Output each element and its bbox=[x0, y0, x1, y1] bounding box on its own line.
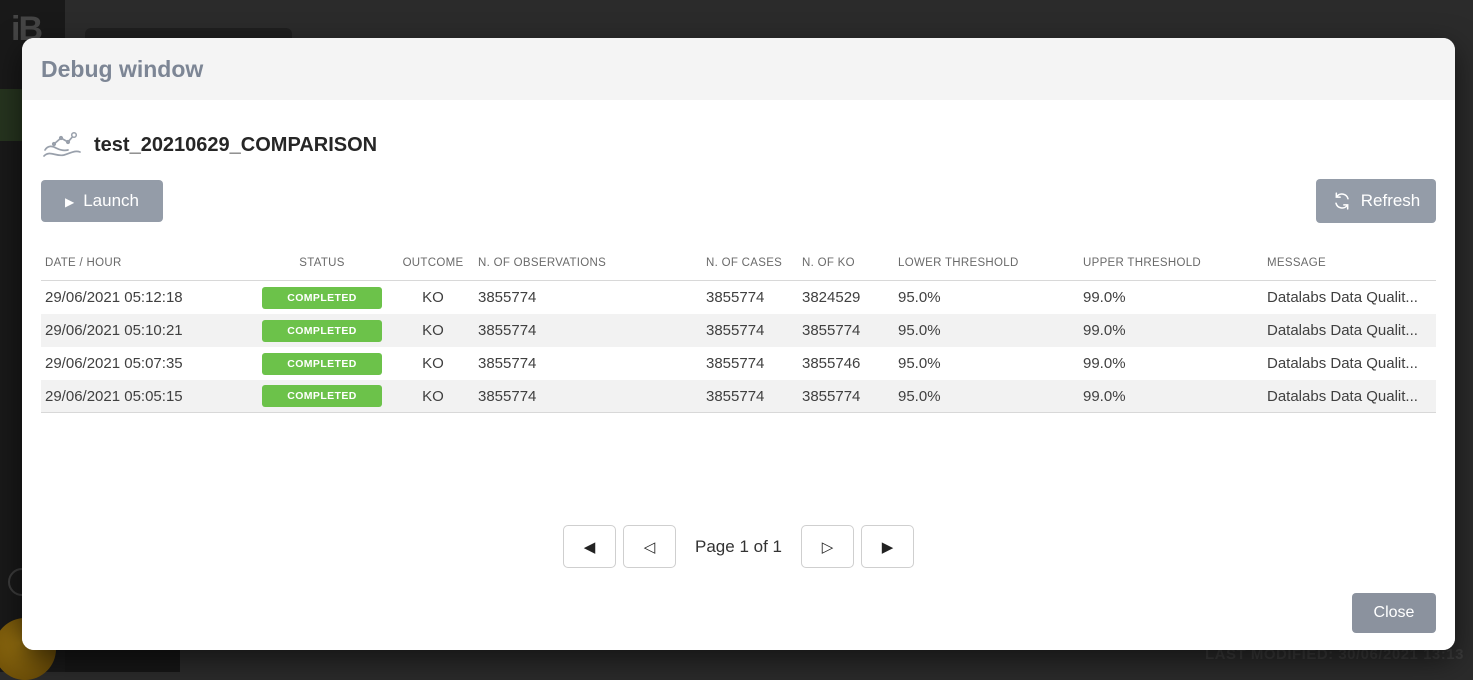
cell-status: COMPLETED bbox=[256, 385, 396, 407]
refresh-icon bbox=[1332, 191, 1352, 211]
launch-button[interactable]: ▶ Launch bbox=[41, 180, 163, 222]
modal-footer: Close bbox=[1352, 593, 1436, 633]
cell-status: COMPLETED bbox=[256, 287, 396, 309]
cell-outcome: KO bbox=[396, 355, 478, 372]
cell-ko: 3855774 bbox=[802, 322, 898, 339]
cell-lower: 95.0% bbox=[898, 322, 1083, 339]
previous-page-icon: ◁ bbox=[644, 538, 656, 556]
status-badge: COMPLETED bbox=[262, 385, 382, 407]
last-page-button[interactable]: ▶ bbox=[861, 525, 914, 568]
col-header-lower: LOWER THRESHOLD bbox=[898, 253, 1083, 269]
modal-body: test_20210629_COMPARISON ▶ Launch Refres… bbox=[22, 100, 1455, 650]
cell-observations: 3855774 bbox=[478, 388, 706, 405]
cell-observations: 3855774 bbox=[478, 355, 706, 372]
previous-page-button[interactable]: ◁ bbox=[623, 525, 676, 568]
cell-outcome: KO bbox=[396, 322, 478, 339]
toolbar: ▶ Launch Refresh bbox=[41, 179, 1436, 223]
col-header-outcome: OUTCOME bbox=[396, 253, 478, 269]
cell-upper: 99.0% bbox=[1083, 322, 1267, 339]
cell-cases: 3855774 bbox=[706, 322, 802, 339]
col-header-message: MESSAGE bbox=[1267, 253, 1436, 269]
cell-cases: 3855774 bbox=[706, 289, 802, 306]
cell-observations: 3855774 bbox=[478, 289, 706, 306]
background-footer-segment bbox=[65, 650, 180, 672]
cell-message: Datalabs Data Qualit... bbox=[1267, 322, 1436, 339]
status-badge: COMPLETED bbox=[262, 320, 382, 342]
status-badge: COMPLETED bbox=[262, 353, 382, 375]
cell-message: Datalabs Data Qualit... bbox=[1267, 289, 1436, 306]
modal-title: Debug window bbox=[41, 56, 203, 83]
play-icon: ▶ bbox=[65, 195, 74, 209]
refresh-label: Refresh bbox=[1361, 191, 1421, 211]
cell-status: COMPLETED bbox=[256, 320, 396, 342]
col-header-status: STATUS bbox=[256, 253, 396, 269]
debug-window-modal: Debug window test_20210629_COMPARISON ▶ … bbox=[22, 38, 1455, 650]
cell-upper: 99.0% bbox=[1083, 388, 1267, 405]
cell-upper: 99.0% bbox=[1083, 289, 1267, 306]
status-badge: COMPLETED bbox=[262, 287, 382, 309]
cell-ko: 3824529 bbox=[802, 289, 898, 306]
test-heading-row: test_20210629_COMPARISON bbox=[41, 100, 1436, 161]
cell-lower: 95.0% bbox=[898, 388, 1083, 405]
cell-outcome: KO bbox=[396, 289, 478, 306]
cell-message: Datalabs Data Qualit... bbox=[1267, 355, 1436, 372]
cell-date: 29/06/2021 05:10:21 bbox=[41, 322, 256, 339]
cell-observations: 3855774 bbox=[478, 322, 706, 339]
refresh-button[interactable]: Refresh bbox=[1316, 179, 1436, 223]
table-row: 29/06/2021 05:10:21 COMPLETED KO 3855774… bbox=[41, 314, 1436, 347]
pagination: ◀ ◁ Page 1 of 1 ▷ ▶ bbox=[41, 525, 1436, 568]
cell-ko: 3855746 bbox=[802, 355, 898, 372]
cell-cases: 3855774 bbox=[706, 355, 802, 372]
col-header-upper: UPPER THRESHOLD bbox=[1083, 253, 1267, 269]
cell-date: 29/06/2021 05:12:18 bbox=[41, 289, 256, 306]
next-page-button[interactable]: ▷ bbox=[801, 525, 854, 568]
cell-message: Datalabs Data Qualit... bbox=[1267, 388, 1436, 405]
first-page-button[interactable]: ◀ bbox=[563, 525, 616, 568]
cell-ko: 3855774 bbox=[802, 388, 898, 405]
launch-label: Launch bbox=[83, 191, 139, 211]
cell-date: 29/06/2021 05:07:35 bbox=[41, 355, 256, 372]
cell-cases: 3855774 bbox=[706, 388, 802, 405]
cell-lower: 95.0% bbox=[898, 355, 1083, 372]
table-row: 29/06/2021 05:12:18 COMPLETED KO 3855774… bbox=[41, 281, 1436, 314]
runs-table: DATE / HOUR STATUS OUTCOME N. OF OBSERVA… bbox=[41, 253, 1436, 413]
page-indicator: Page 1 of 1 bbox=[695, 537, 782, 557]
col-header-observations: N. OF OBSERVATIONS bbox=[478, 253, 706, 269]
next-page-icon: ▷ bbox=[822, 538, 834, 556]
table-row: 29/06/2021 05:07:35 COMPLETED KO 3855774… bbox=[41, 347, 1436, 380]
cell-date: 29/06/2021 05:05:15 bbox=[41, 388, 256, 405]
cell-upper: 99.0% bbox=[1083, 355, 1267, 372]
col-header-date: DATE / HOUR bbox=[41, 253, 256, 269]
table-header-row: DATE / HOUR STATUS OUTCOME N. OF OBSERVA… bbox=[41, 253, 1436, 281]
table-row: 29/06/2021 05:05:15 COMPLETED KO 3855774… bbox=[41, 380, 1436, 413]
close-button[interactable]: Close bbox=[1352, 593, 1436, 633]
modal-header: Debug window bbox=[22, 38, 1455, 100]
col-header-cases: N. OF CASES bbox=[706, 253, 802, 269]
cell-lower: 95.0% bbox=[898, 289, 1083, 306]
cell-status: COMPLETED bbox=[256, 353, 396, 375]
cell-outcome: KO bbox=[396, 388, 478, 405]
col-header-ko: N. OF KO bbox=[802, 253, 898, 269]
last-page-icon: ▶ bbox=[882, 538, 894, 556]
first-page-icon: ◀ bbox=[584, 538, 596, 556]
test-name: test_20210629_COMPARISON bbox=[94, 134, 377, 157]
hand-chart-icon bbox=[41, 129, 83, 161]
